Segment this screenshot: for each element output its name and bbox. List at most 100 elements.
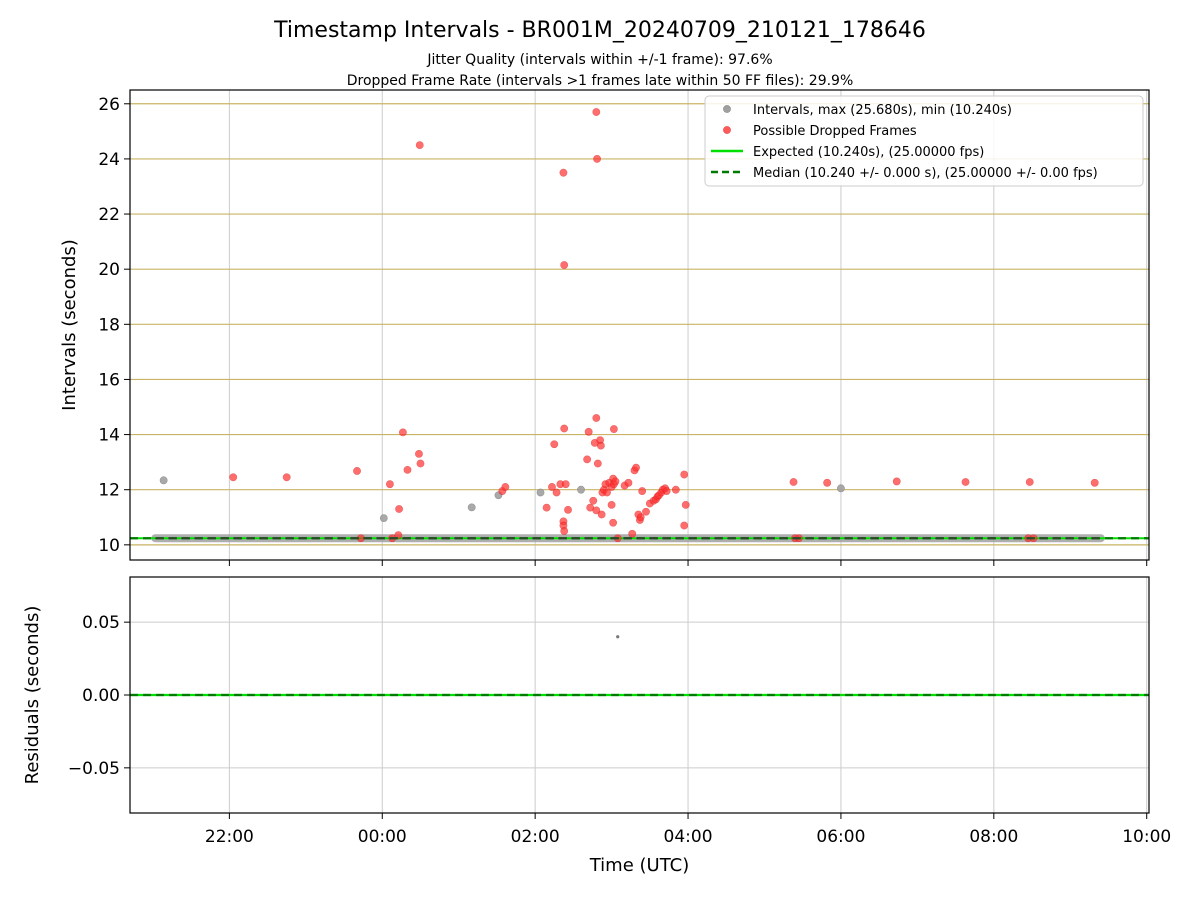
dropped-frame-point (415, 449, 423, 458)
chart-subtitle-jitter: Jitter Quality (intervals within +/-1 fr… (426, 52, 772, 68)
dropped-frame-point (607, 500, 616, 509)
legend-label: Intervals, max (25.680s), min (10.240s) (753, 103, 1012, 118)
dropped-frame-point (628, 529, 637, 538)
bottom-xtick-label: 08:00 (969, 827, 1018, 847)
dropped-frame-point (680, 470, 689, 479)
dropped-frame-point (229, 473, 238, 482)
top-ytick-label: 22 (98, 205, 120, 225)
dropped-frame-point (584, 427, 593, 436)
bottom-xtick-label: 04:00 (664, 827, 713, 847)
dropped-frame-point (560, 261, 569, 269)
dropped-frame-point (501, 483, 510, 491)
dropped-frame-point (548, 483, 556, 491)
dropped-frame-point (592, 414, 601, 422)
dropped-frame-point (642, 507, 650, 516)
top-plot-area (130, 108, 1149, 543)
dropped-frame-point (632, 463, 640, 472)
chart-subtitle-dropped: Dropped Frame Rate (intervals >1 frames … (347, 73, 854, 89)
dropped-frame-point (559, 168, 568, 177)
dropped-frame-point (593, 155, 601, 163)
top-ytick-label: 20 (98, 260, 120, 280)
dropped-frame-point (680, 521, 689, 530)
residual-point (616, 635, 620, 639)
dropped-frame-point (403, 465, 412, 474)
dropped-frame-point (609, 425, 618, 433)
bottom-ytick-label: 0.00 (82, 686, 120, 706)
interval-point (837, 484, 845, 493)
dropped-frame-point (552, 488, 561, 497)
top-ytick-label: 18 (98, 315, 120, 335)
dropped-frame-point (394, 531, 403, 540)
top-ytick-label: 12 (98, 481, 120, 501)
interval-point (536, 488, 545, 497)
bottom-ytick-label: 0.05 (82, 613, 120, 633)
top-ylabel: Intervals (seconds) (59, 239, 80, 411)
bottom-xlabel: Time (UTC) (589, 855, 690, 876)
dropped-frame-point (609, 518, 618, 527)
bottom-xtick-label: 00:00 (358, 827, 407, 847)
dropped-frame-point (961, 478, 970, 486)
bottom-xtick-label: 02:00 (511, 827, 560, 847)
dropped-frame-point (416, 459, 425, 468)
bottom-ytick-label: −0.05 (68, 759, 120, 779)
legend-box (704, 95, 1144, 187)
bottom-xtick-label: 10:00 (1122, 827, 1171, 847)
bottom-ylabel: Residuals (seconds) (22, 606, 43, 785)
dropped-frame-point (386, 480, 394, 489)
top-ytick-label: 24 (98, 150, 120, 170)
dropped-frame-point (589, 496, 598, 505)
dropped-frame-point (892, 477, 901, 486)
top-ytick-label: 26 (98, 95, 120, 115)
top-ytick-label: 14 (98, 426, 120, 446)
dropped-frame-point (415, 141, 424, 150)
top-ytick-label: 16 (98, 370, 120, 390)
dropped-frame-point (671, 485, 680, 494)
dropped-frame-point (593, 459, 602, 468)
dropped-frame-point (603, 488, 611, 497)
dropped-frame-point (1090, 478, 1099, 487)
dropped-frame-point (395, 505, 403, 513)
dropped-frame-point (560, 424, 569, 433)
dropped-frame-point (823, 478, 832, 487)
dropped-frame-point (353, 467, 361, 475)
dropped-frame-point (611, 477, 620, 486)
bottom-xtick-label: 06:00 (816, 827, 865, 847)
legend-label: Median (10.240 +/- 0.000 s), (25.00000 +… (753, 166, 1098, 181)
dropped-frame-point (636, 513, 645, 522)
interval-point (467, 503, 476, 512)
legend: Intervals, max (25.680s), min (10.240s) P… (704, 95, 1144, 187)
residuals-panel: 0.05 0.00 −0.05 22:00 00:00 02:00 04:00 06:00 08… (22, 576, 1171, 876)
intervals-panel: 10 12 14 16 18 20 22 24 26 Intervals (seconds) (59, 89, 1150, 566)
dropped-frame-point (560, 527, 569, 535)
dropped-frame-point (282, 473, 291, 482)
dropped-frame-point (624, 478, 633, 487)
dropped-frame-point (399, 428, 407, 437)
legend-intervals-marker (723, 105, 731, 113)
dropped-frame-point (597, 510, 606, 519)
dropped-frame-point (662, 487, 671, 495)
dropped-frame-point (681, 500, 690, 509)
dropped-frame-point (542, 503, 551, 512)
legend-dropped-marker (723, 126, 731, 134)
dropped-frame-point (592, 506, 601, 515)
dropped-frame-point (583, 455, 592, 464)
dropped-frame-point (596, 441, 605, 450)
bottom-plot-area (130, 635, 1149, 697)
top-axes-frame (129, 89, 1150, 561)
dropped-frame-point (638, 487, 647, 495)
dropped-frame-point (592, 108, 601, 116)
legend-label: Possible Dropped Frames (753, 124, 917, 139)
dropped-frame-point (564, 505, 572, 514)
dropped-frame-point (561, 480, 570, 489)
interval-point (159, 476, 168, 485)
dropped-frame-point (789, 478, 798, 486)
top-ytick-label: 10 (98, 536, 120, 556)
interval-point (577, 485, 585, 494)
interval-point (379, 514, 388, 522)
bottom-xtick-label: 22:00 (205, 827, 254, 847)
legend-label: Expected (10.240s), (25.00000 fps) (753, 145, 984, 160)
chart-title: Timestamp Intervals - BR001M_20240709_21… (273, 18, 926, 43)
dropped-frame-point (1025, 478, 1034, 486)
dropped-frame-point (550, 440, 559, 449)
